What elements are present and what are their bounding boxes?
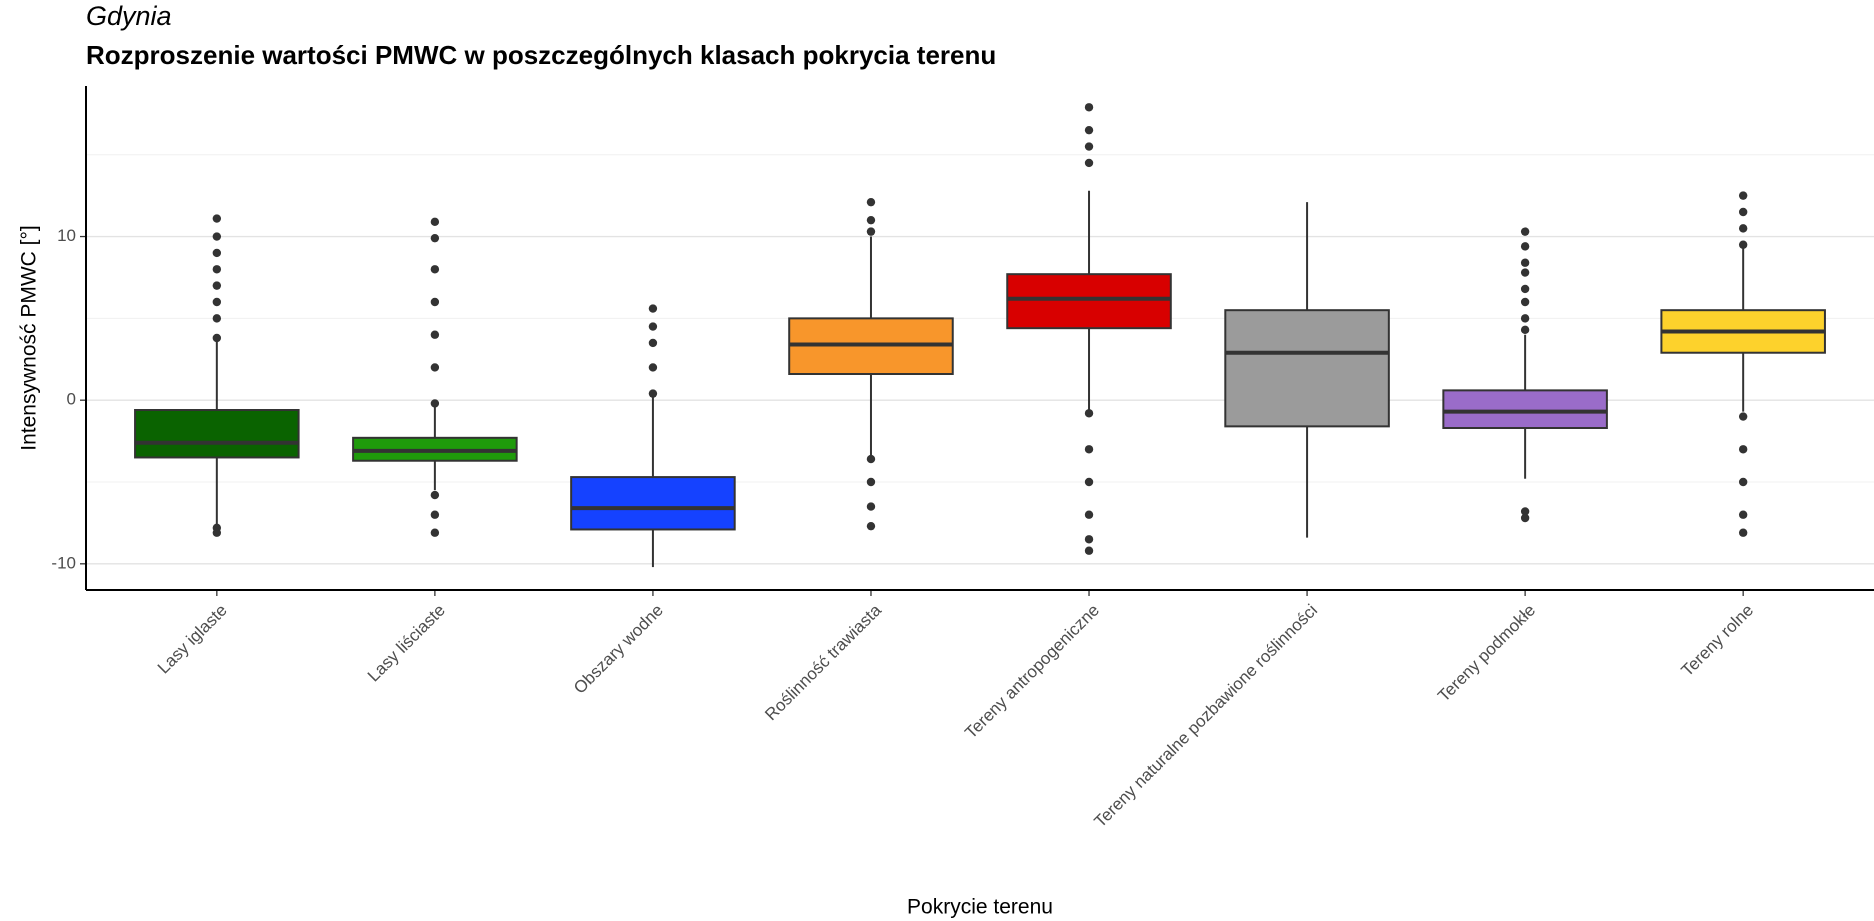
outlier (1520, 507, 1530, 516)
outlier (1520, 297, 1530, 307)
outlier (212, 214, 222, 223)
outlier (430, 265, 440, 274)
outlier (212, 297, 222, 307)
outlier (866, 502, 876, 511)
x-tick-label: Lasy iglaste (154, 601, 231, 678)
outlier (212, 232, 222, 241)
outlier (1738, 445, 1748, 454)
outlier (1738, 510, 1748, 519)
outlier (212, 281, 222, 290)
chart-subtitle: Gdynia (86, 1, 172, 31)
outlier (648, 304, 658, 313)
outlier (1520, 325, 1530, 335)
outlier (430, 490, 440, 500)
outlier (1520, 242, 1530, 251)
outlier (1520, 284, 1530, 294)
outlier (1520, 258, 1530, 267)
outlier (1520, 227, 1530, 236)
x-axis-title: Pokrycie terenu (907, 896, 1053, 919)
outlier (212, 333, 222, 343)
outlier (1738, 224, 1748, 233)
outlier (866, 521, 876, 531)
outlier (866, 477, 876, 487)
outlier (430, 217, 440, 227)
outlier (212, 528, 222, 537)
outlier (648, 338, 658, 348)
outlier (430, 399, 440, 408)
x-tick-label: Obszary wodne (570, 601, 667, 698)
outlier (1738, 240, 1748, 249)
outlier (212, 265, 222, 274)
x-tick-label: Tereny antropogeniczne (961, 601, 1103, 743)
box (1224, 309, 1390, 428)
outlier (1084, 158, 1094, 168)
outlier (430, 510, 440, 519)
box (1442, 389, 1608, 430)
box (134, 409, 300, 459)
y-tick-label: 0 (67, 390, 76, 409)
outlier (430, 297, 440, 307)
outlier (648, 389, 658, 398)
outlier (1738, 477, 1748, 487)
outlier (1084, 142, 1094, 151)
outlier (1084, 103, 1094, 112)
outlier (648, 322, 658, 331)
y-tick-label: 10 (57, 226, 76, 245)
outlier (1084, 510, 1094, 519)
outlier (1084, 477, 1094, 487)
outlier (212, 248, 222, 258)
x-tick-label: Tereny podmokłe (1434, 601, 1539, 706)
outlier (1520, 268, 1530, 277)
outlier (1738, 207, 1748, 217)
outlier (648, 363, 658, 372)
outlier (1738, 412, 1748, 421)
outlier (1084, 409, 1094, 418)
outlier (866, 197, 876, 207)
outlier (866, 454, 876, 464)
outlier (1738, 191, 1748, 200)
outlier (866, 227, 876, 236)
outlier (430, 363, 440, 372)
box (1006, 273, 1172, 330)
outlier (1084, 546, 1094, 555)
box (570, 476, 736, 531)
outlier (1084, 125, 1094, 135)
outlier (866, 215, 876, 225)
outlier (430, 233, 440, 243)
outlier (1520, 314, 1530, 323)
outlier (430, 528, 440, 537)
outlier (430, 330, 440, 339)
outlier (212, 314, 222, 323)
outlier (1520, 513, 1530, 523)
x-tick-label: Tereny naturalne pozbawione roślinności (1090, 601, 1321, 832)
x-tick-label: Tereny rolne (1678, 601, 1758, 681)
y-tick-label: -10 (51, 553, 76, 572)
outlier (1084, 535, 1094, 544)
x-tick-label: Lasy liściaste (364, 601, 449, 686)
chart-title: Rozproszenie wartości PMWC w poszczególn… (86, 40, 996, 70)
y-axis-title: Intensywność PMWC [°] (18, 225, 41, 450)
outlier (1084, 445, 1094, 454)
outlier (1738, 528, 1748, 537)
x-tick-label: Roślinność trawiasta (761, 600, 885, 724)
